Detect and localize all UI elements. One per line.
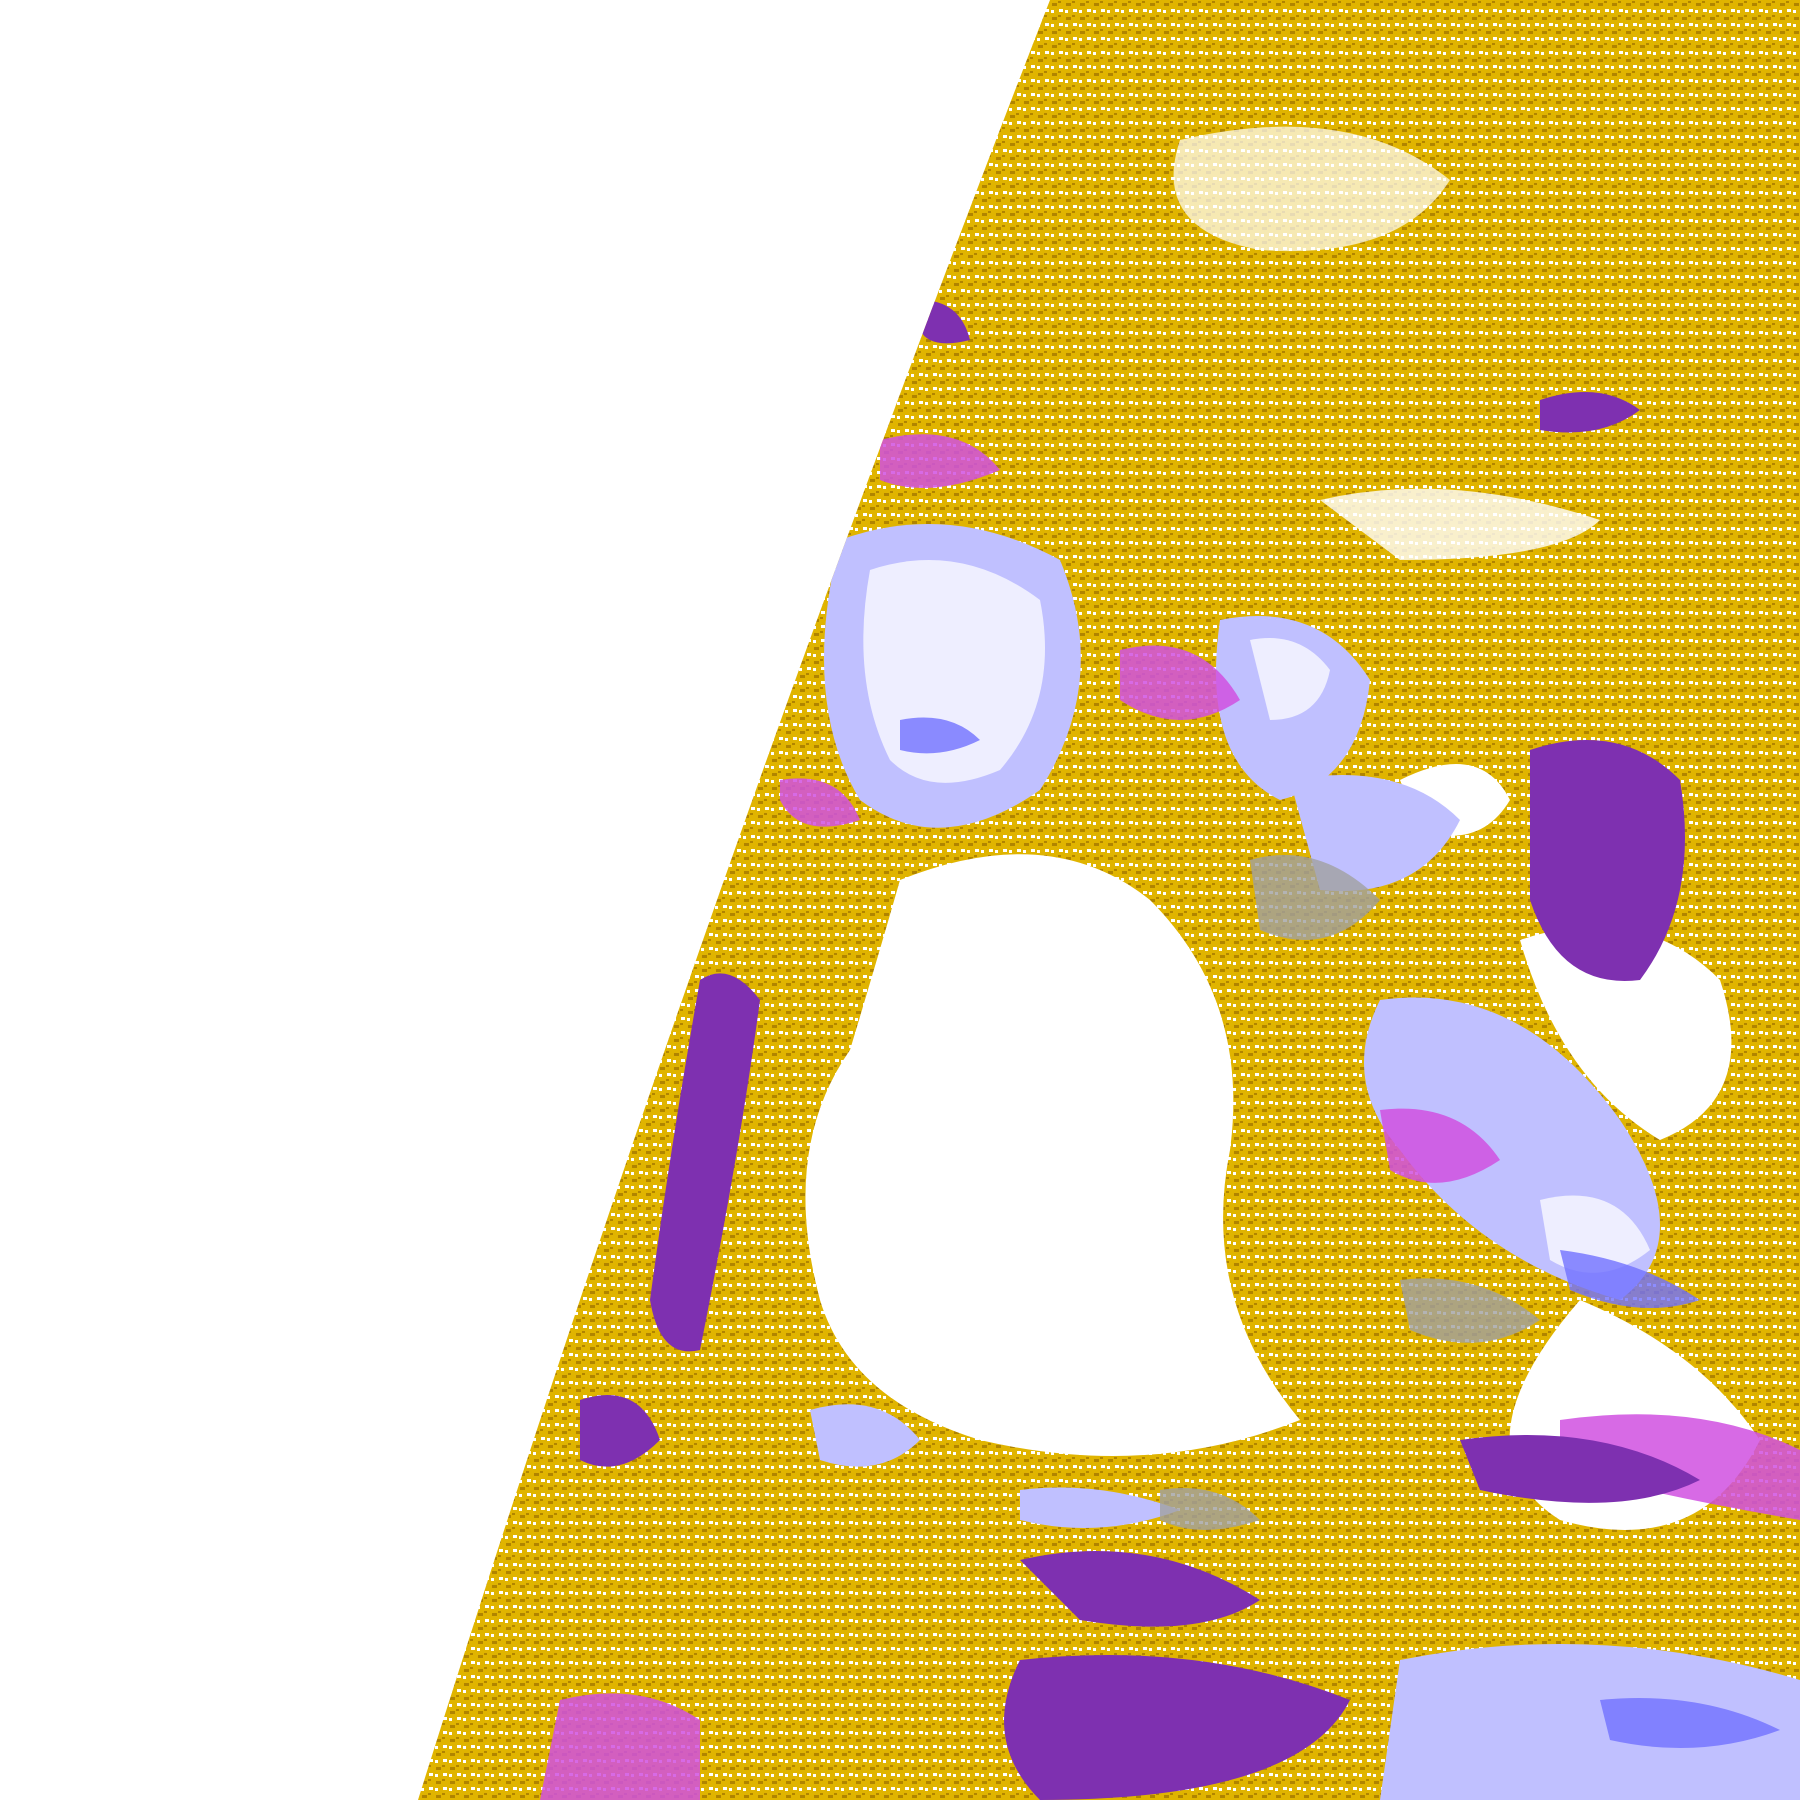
gray-regions (1160, 855, 1540, 1530)
clear-regions (805, 126, 1760, 1530)
purple-regions (580, 300, 1700, 1800)
magenta-regions (540, 434, 1800, 1800)
blue-regions (900, 717, 1780, 1748)
